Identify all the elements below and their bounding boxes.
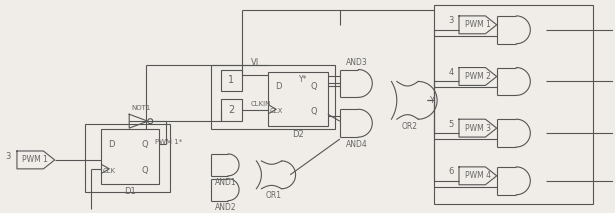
Text: NOT1: NOT1 [132,105,151,111]
Text: 3: 3 [448,16,454,25]
Text: PWM 1: PWM 1 [22,155,48,164]
Bar [221,99,242,121]
Text: Q̄: Q̄ [311,107,317,116]
Text: Y*: Y* [299,75,308,84]
Bar [221,69,242,91]
Bar [211,65,335,129]
Text: Y: Y [429,96,434,105]
Text: 1: 1 [228,75,234,85]
Text: 3: 3 [6,153,10,161]
Text: D: D [275,82,282,91]
Text: OR2: OR2 [402,122,418,131]
Text: OR1: OR1 [265,191,281,200]
Text: D: D [108,140,114,148]
Text: AND3: AND3 [346,58,368,67]
Bar [434,5,593,204]
Bar [85,124,170,192]
Text: Q: Q [311,82,317,91]
Text: 4: 4 [448,68,454,77]
Text: 6: 6 [448,167,454,176]
Bar [268,72,328,126]
Text: CLKIN: CLKIN [250,101,271,107]
Text: D2: D2 [292,130,304,139]
Text: AND2: AND2 [215,203,236,212]
Text: AND4: AND4 [346,140,368,148]
Text: PWM 2: PWM 2 [465,72,491,81]
Text: CLX: CLX [269,108,283,114]
Text: VI: VI [251,58,260,67]
Text: PWM 1: PWM 1 [465,20,491,29]
Text: 2: 2 [228,105,235,115]
Text: CLK: CLK [103,168,116,174]
Text: PWM 1*: PWM 1* [156,139,183,145]
Bar [101,129,159,184]
Text: PWM 4: PWM 4 [465,171,491,180]
Text: AND1: AND1 [215,178,236,187]
Text: 5: 5 [448,120,454,129]
Text: PWM 3: PWM 3 [465,124,491,133]
Text: Q̄: Q̄ [142,166,148,175]
Text: Q: Q [142,140,148,148]
Text: D1: D1 [124,187,136,196]
